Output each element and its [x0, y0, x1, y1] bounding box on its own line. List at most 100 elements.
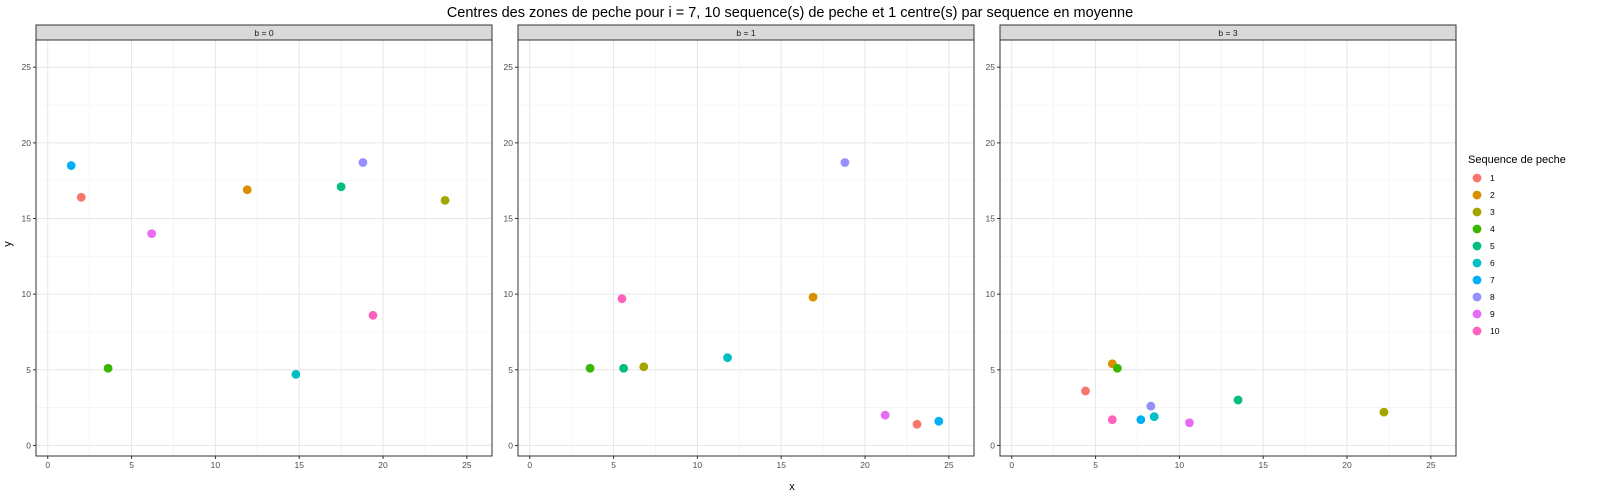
panel-border — [517, 39, 975, 457]
legend-item: 6 — [1472, 258, 1495, 268]
data-point-seq-2 — [242, 185, 252, 195]
legend-label: 7 — [1490, 275, 1495, 285]
legend-item: 4 — [1472, 224, 1495, 234]
y-tick-label: 0 — [508, 440, 513, 450]
legend-label: 2 — [1490, 190, 1495, 200]
x-tick-label: 5 — [611, 460, 616, 470]
plot-background — [518, 40, 974, 456]
x-tick-label: 5 — [1093, 460, 1098, 470]
plot-background — [36, 40, 492, 456]
legend-title: Sequence de peche — [1468, 154, 1566, 166]
data-point-seq-6 — [1149, 412, 1159, 422]
x-tick-label: 15 — [776, 460, 786, 470]
data-point-seq-1 — [1081, 386, 1090, 396]
data-point-seq-10 — [617, 294, 627, 304]
facet-strip-label: b = 0 — [254, 28, 273, 38]
data-point-seq-8 — [1146, 401, 1156, 411]
y-tick-label: 25 — [22, 62, 32, 72]
legend-key — [1472, 224, 1482, 234]
legend-key — [1472, 309, 1482, 319]
y-tick-label: 20 — [22, 138, 32, 148]
legend-key — [1472, 190, 1482, 200]
legend-item: 5 — [1472, 241, 1495, 251]
legend-key — [1472, 275, 1482, 285]
legend-item: 7 — [1472, 275, 1495, 285]
data-point-seq-4 — [585, 363, 595, 373]
y-tick-label: 5 — [26, 365, 31, 375]
y-tick-label: 25 — [986, 62, 996, 72]
x-axis-label: x — [789, 481, 795, 493]
x-tick-label: 5 — [129, 460, 134, 470]
legend-label: 10 — [1490, 326, 1500, 336]
x-tick-label: 20 — [860, 460, 870, 470]
data-point-seq-8 — [840, 158, 850, 167]
facet-strip-label: b = 1 — [736, 28, 755, 38]
y-axis-label: y — [2, 241, 14, 247]
legend: Sequence de peche 1 2 3 4 5 6 7 8 9 10 — [1468, 154, 1566, 336]
data-point-seq-2 — [808, 292, 818, 302]
x-tick-label: 15 — [294, 460, 304, 470]
legend-key — [1472, 173, 1482, 183]
data-point-seq-5 — [1233, 395, 1243, 405]
plot-background — [1000, 40, 1456, 456]
x-tick-label: 0 — [527, 460, 532, 470]
data-point-seq-7 — [66, 161, 76, 170]
y-tick-label: 15 — [22, 214, 32, 224]
x-tick-label: 0 — [1009, 460, 1014, 470]
panel-border — [999, 39, 1457, 457]
facet-strip-label: b = 3 — [1218, 28, 1237, 38]
legend-item: 3 — [1472, 207, 1495, 217]
data-point-seq-9 — [147, 229, 157, 239]
x-tick-label: 10 — [693, 460, 703, 470]
data-point-seq-1 — [912, 419, 922, 429]
data-point-seq-10 — [368, 310, 378, 320]
y-tick-label: 5 — [990, 365, 995, 375]
x-tick-label: 0 — [45, 460, 50, 470]
x-tick-label: 10 — [211, 460, 221, 470]
y-tick-label: 5 — [508, 365, 513, 375]
data-point-seq-10 — [1107, 415, 1117, 425]
y-tick-label: 25 — [504, 62, 514, 72]
data-point-seq-4 — [1112, 363, 1122, 373]
legend-item: 10 — [1472, 326, 1500, 336]
data-point-seq-4 — [103, 363, 113, 373]
legend-label: 4 — [1490, 224, 1495, 234]
data-point-seq-5 — [336, 182, 346, 192]
legend-label: 1 — [1490, 173, 1495, 183]
facet-panel: b = 3 0 5 10 15 20 25 0 5 10 15 20 25 — [986, 24, 1457, 470]
legend-key — [1472, 207, 1482, 217]
legend-key — [1472, 326, 1482, 336]
legend-item: 9 — [1472, 309, 1495, 319]
y-tick-label: 0 — [26, 440, 31, 450]
y-tick-label: 15 — [504, 214, 514, 224]
x-tick-label: 25 — [462, 460, 472, 470]
chart-title: Centres des zones de peche pour i = 7, 1… — [447, 5, 1133, 21]
legend-key — [1472, 258, 1482, 268]
legend-key — [1472, 241, 1482, 251]
y-tick-label: 20 — [504, 138, 514, 148]
x-tick-label: 15 — [1258, 460, 1268, 470]
y-tick-label: 20 — [986, 138, 996, 148]
data-point-seq-5 — [619, 363, 629, 373]
legend-label: 9 — [1490, 309, 1495, 319]
data-point-seq-7 — [1136, 415, 1146, 425]
legend-item: 2 — [1472, 190, 1495, 200]
data-point-seq-1 — [76, 192, 86, 202]
y-tick-label: 0 — [990, 440, 995, 450]
legend-item: 1 — [1472, 173, 1495, 183]
facet-panel: b = 1 0 5 10 15 20 25 0 5 10 15 20 25 — [504, 24, 975, 470]
legend-key — [1472, 292, 1482, 302]
data-point-seq-6 — [291, 369, 301, 379]
x-tick-label: 25 — [1426, 460, 1436, 470]
data-point-seq-9 — [1185, 418, 1194, 428]
x-tick-label: 25 — [944, 460, 954, 470]
data-point-seq-8 — [358, 158, 368, 167]
legend-label: 5 — [1490, 241, 1495, 251]
y-tick-label: 10 — [22, 289, 32, 299]
panel-border — [35, 39, 493, 457]
x-tick-label: 20 — [1342, 460, 1352, 470]
y-tick-label: 15 — [986, 214, 996, 224]
legend-label: 8 — [1490, 292, 1495, 302]
x-tick-label: 20 — [378, 460, 388, 470]
